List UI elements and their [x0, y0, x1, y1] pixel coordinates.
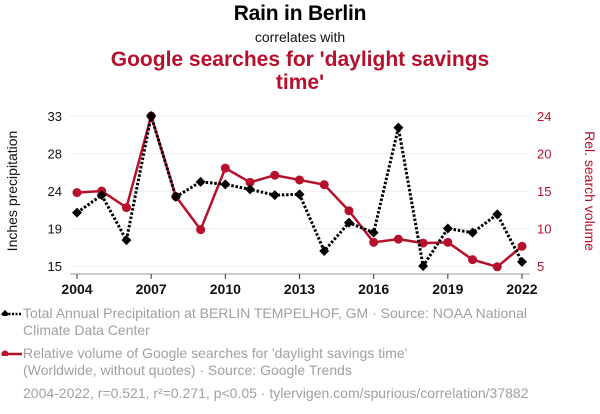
- data-point-search-volume: [295, 175, 304, 185]
- y2-tick-label: 15: [537, 184, 551, 199]
- y-tick-label: 24: [48, 184, 62, 199]
- legend-text-line2: Climate Data Center: [23, 322, 150, 338]
- y2-tick-label: 24: [537, 109, 551, 124]
- data-point-search-volume: [443, 237, 453, 247]
- data-point-search-volume: [492, 262, 502, 272]
- data-point-precipitation: [467, 227, 478, 238]
- data-point-precipitation: [121, 235, 132, 246]
- x-tick-label: 2013: [284, 281, 315, 297]
- data-point-search-volume: [319, 180, 329, 190]
- data-point-search-volume: [245, 177, 255, 187]
- data-point-precipitation: [418, 261, 429, 271]
- data-point-precipitation: [442, 223, 453, 234]
- data-point-precipitation: [517, 256, 527, 267]
- y-tick-label: 33: [48, 109, 62, 124]
- series-precipitation: [72, 111, 527, 271]
- data-point-precipitation: [294, 189, 305, 200]
- x-tick-label: 2004: [61, 281, 92, 297]
- chart-subtitle: correlates with: [254, 29, 346, 45]
- data-point-precipitation: [269, 190, 280, 201]
- data-point-precipitation: [72, 207, 82, 218]
- chart-area: 15 5 19 10 24 15 28 20 33 24 2004 2007 2010 2013 2016 2…: [4, 109, 598, 297]
- x-tick-label: 2010: [210, 281, 241, 297]
- data-point-precipitation: [170, 191, 181, 202]
- legend-text-line1: Total Annual Precipitation at BERLIN TEM…: [23, 305, 527, 321]
- data-point-search-volume: [393, 234, 403, 244]
- chart-title: Rain in Berlin: [233, 2, 367, 25]
- footer-stats: 2004-2022, r=0.521, r²=0.271, p<0.05 · t…: [23, 385, 529, 401]
- legend-text-line1: Relative volume of Google searches for '…: [23, 345, 408, 361]
- data-point-search-volume: [468, 255, 478, 265]
- data-point-precipitation: [393, 122, 404, 133]
- data-point-search-volume: [270, 170, 280, 180]
- y2-axis-label: Rel. search volume: [582, 131, 598, 251]
- data-point-precipitation: [220, 179, 231, 190]
- data-point-search-volume: [344, 206, 354, 216]
- y2-tick-label: 10: [537, 222, 551, 237]
- legend-swatch-dotted-diamond-icon: [1, 310, 22, 316]
- data-point-precipitation: [492, 209, 503, 220]
- x-tick-label: 2007: [136, 281, 167, 297]
- data-point-search-volume: [72, 188, 82, 198]
- data-point-search-volume: [517, 241, 527, 251]
- data-point-precipitation: [195, 176, 206, 187]
- data-point-search-volume: [220, 163, 230, 173]
- y-tick-label: 19: [48, 222, 62, 237]
- data-point-search-volume: [121, 203, 131, 213]
- y-tick-label: 28: [48, 147, 62, 162]
- data-point-precipitation: [319, 246, 330, 256]
- x-tick-label: 2019: [432, 281, 463, 297]
- x-tick-label: 2016: [358, 281, 389, 297]
- y2-tick-label: 5: [537, 259, 544, 274]
- chart-title-secondary: Google searches for 'daylight savings ti…: [110, 48, 490, 94]
- series-search-volume: [72, 111, 527, 272]
- x-tick-label: 2022: [506, 281, 537, 297]
- data-point-search-volume: [196, 225, 206, 235]
- axes: 15 5 19 10 24 15 28 20 33 24 2004 2007 2010 2013 2016 2…: [48, 109, 552, 297]
- y-tick-label: 15: [48, 259, 62, 274]
- data-point-precipitation: [96, 190, 107, 201]
- data-point-search-volume: [369, 237, 379, 247]
- data-point-precipitation: [245, 184, 256, 195]
- legend-swatch-solid-circle-icon: [1, 350, 22, 356]
- legend-text-line2: (Worldwide, without quotes) · Source: Go…: [23, 362, 352, 378]
- y-axis-label: Inches precipitation: [4, 131, 20, 252]
- data-point-precipitation: [343, 217, 354, 228]
- y2-tick-label: 20: [537, 147, 551, 162]
- data-point-precipitation: [146, 111, 157, 121]
- data-point-precipitation: [368, 227, 379, 238]
